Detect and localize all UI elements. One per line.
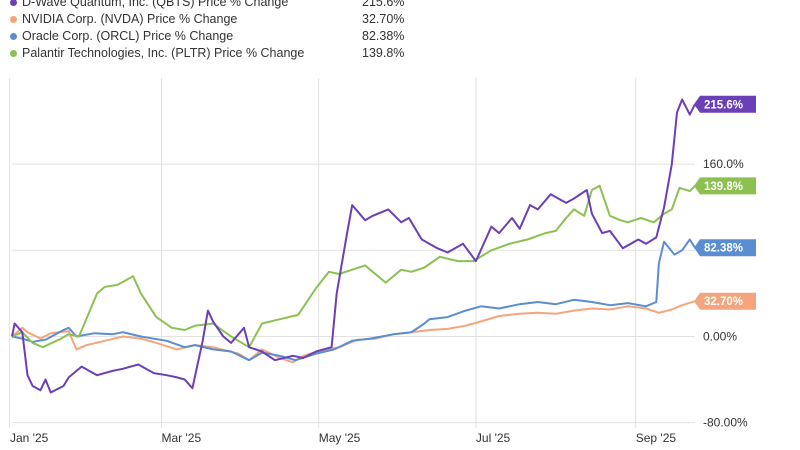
- y-tick-label: -80.00%: [703, 416, 748, 430]
- x-tick-label: Sep '25: [636, 431, 677, 445]
- end-value-tag: [694, 177, 756, 195]
- grid-lines: [8, 78, 695, 428]
- series-line: [11, 98, 696, 394]
- end-value-tag: [694, 239, 756, 257]
- end-value-label: 139.8%: [704, 181, 743, 193]
- legend-name: Oracle Corp. (ORCL) Price % Change: [22, 29, 234, 43]
- legend-value: 82.38%: [362, 29, 405, 43]
- end-value-label: 215.6%: [704, 99, 743, 111]
- series-line: [11, 300, 696, 364]
- legend-item: D-Wave Quantum, Inc. (QBTS) Price % Chan…: [0, 0, 420, 11]
- end-value-tag: [694, 292, 756, 310]
- legend-dot-icon: [10, 33, 17, 40]
- legend-name: D-Wave Quantum, Inc. (QBTS) Price % Chan…: [22, 0, 289, 9]
- x-tick-label: Jul '25: [476, 431, 511, 445]
- legend-item: Oracle Corp. (ORCL) Price % Change 82.38%: [0, 28, 420, 45]
- legend-name: NVIDIA Corp. (NVDA) Price % Change: [22, 12, 238, 26]
- legend-item: Palantir Technologies, Inc. (PLTR) Price…: [0, 45, 420, 62]
- chart-legend: D-Wave Quantum, Inc. (QBTS) Price % Chan…: [0, 0, 420, 62]
- end-value-label: 82.38%: [704, 243, 743, 255]
- series-line: [11, 238, 696, 362]
- x-tick-label: Mar '25: [161, 431, 201, 445]
- legend-item: NVIDIA Corp. (NVDA) Price % Change 32.70%: [0, 11, 420, 28]
- x-tick-label: Jan '25: [10, 431, 49, 445]
- legend-value: 139.8%: [362, 46, 405, 60]
- legend-name: Palantir Technologies, Inc. (PLTR) Price…: [22, 46, 305, 60]
- legend-value: 32.70%: [362, 12, 405, 26]
- y-tick-label: 0.00%: [703, 329, 737, 343]
- x-tick-label: May '25: [319, 431, 361, 445]
- end-value-tag: [694, 95, 756, 113]
- legend-dot-icon: [10, 16, 17, 23]
- y-tick-label: 160.0%: [703, 157, 744, 171]
- legend-value: 215.6%: [362, 0, 405, 9]
- legend-dot-icon: [10, 50, 17, 57]
- legend-dot-icon: [10, 0, 17, 6]
- end-labels: 32.70% 82.38% 139.8% 215.6%: [694, 95, 756, 310]
- series-line: [11, 184, 696, 349]
- end-value-label: 32.70%: [704, 296, 743, 308]
- series-lines: [11, 98, 696, 394]
